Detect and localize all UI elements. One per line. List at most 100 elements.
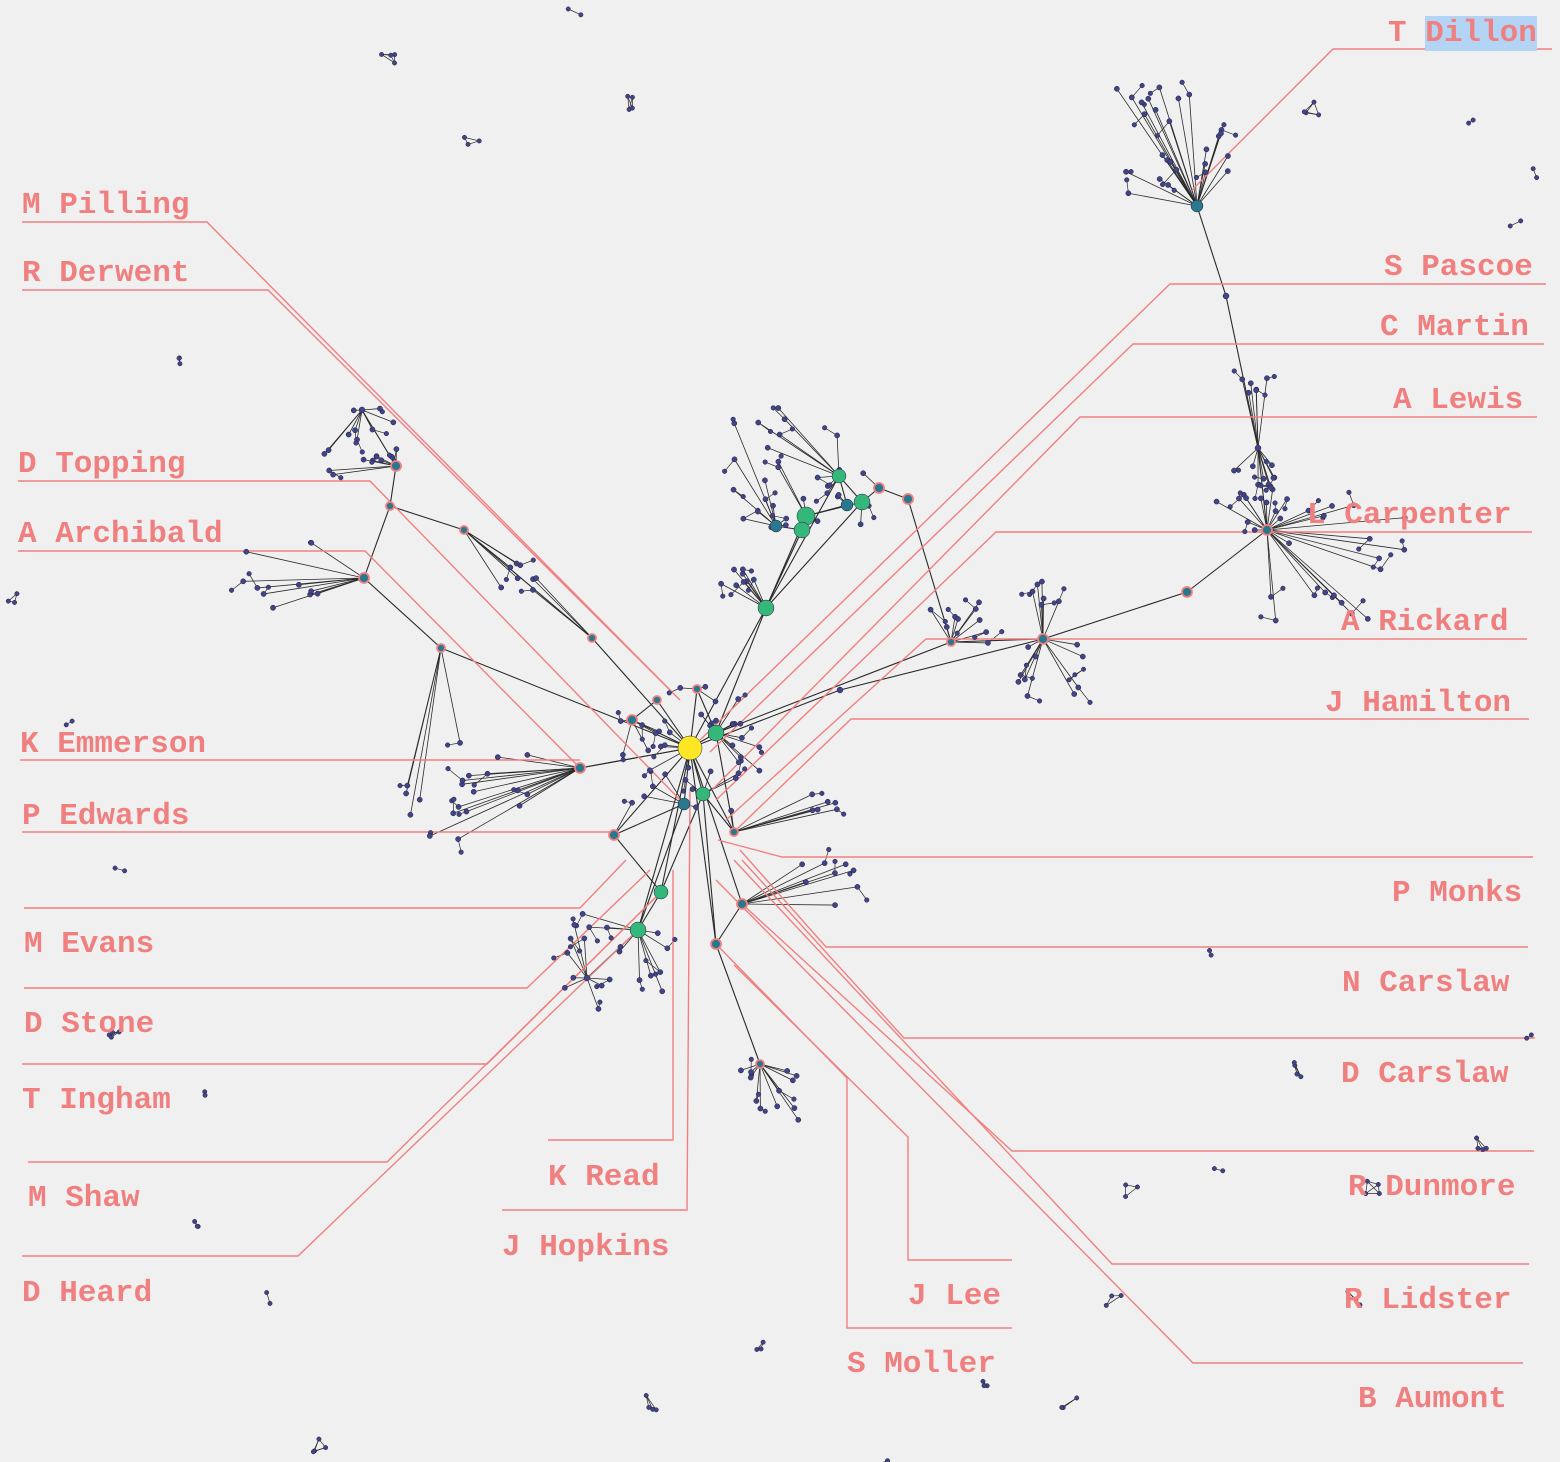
hub-node <box>853 493 871 511</box>
leaf-node <box>360 456 367 463</box>
leader-line <box>715 531 1532 801</box>
edge <box>637 929 663 992</box>
author-label-r-dunmore[interactable]: R Dunmore <box>1348 1170 1516 1205</box>
hub-node <box>902 493 914 505</box>
leaf-node <box>1253 387 1259 394</box>
leaf-node <box>597 999 603 1005</box>
hub-node <box>831 468 847 484</box>
leaf-node <box>1272 500 1278 506</box>
edge <box>1266 529 1369 620</box>
edge <box>1027 638 1044 697</box>
leader-line <box>24 869 651 989</box>
edge <box>1238 498 1268 531</box>
leaf-node <box>1263 487 1269 493</box>
leaf-node <box>745 587 751 593</box>
author-label-d-topping[interactable]: D Topping <box>18 447 186 482</box>
leaf-node <box>713 717 719 724</box>
author-label-a-archibald[interactable]: A Archibald <box>18 517 223 552</box>
author-label-p-edwards[interactable]: P Edwards <box>22 799 190 834</box>
author-label-d-stone[interactable]: D Stone <box>24 1007 155 1042</box>
leaf-node <box>733 582 740 589</box>
author-label-s-moller[interactable]: S Moller <box>847 1347 996 1382</box>
leaf-node <box>404 782 411 789</box>
author-label-r-lidster[interactable]: R Lidster <box>1344 1283 1512 1318</box>
leaf-node <box>735 770 742 777</box>
leaf-node <box>871 515 877 521</box>
author-label-k-read[interactable]: K Read <box>548 1160 660 1195</box>
leaf-node <box>1348 610 1355 617</box>
author-label-a-rickard[interactable]: A Rickard <box>1341 605 1509 640</box>
hub-node <box>677 735 703 761</box>
leaf-node <box>466 772 472 779</box>
hub-node <box>695 786 711 802</box>
leaf-node <box>826 846 832 853</box>
author-label-j-hamilton[interactable]: J Hamilton <box>1325 686 1512 721</box>
leaf-node <box>999 629 1005 635</box>
edge <box>1042 591 1188 640</box>
author-label-d-heard[interactable]: D Heard <box>22 1276 153 1311</box>
edge <box>419 647 442 800</box>
edge <box>348 409 363 435</box>
leaf-node <box>1262 392 1268 398</box>
edge <box>462 767 581 781</box>
isolated-node <box>1518 218 1524 224</box>
author-label-l-carpenter[interactable]: L Carpenter <box>1307 498 1512 533</box>
leaf-node <box>1193 174 1199 180</box>
edge <box>1042 638 1079 688</box>
author-label-t-ingham[interactable]: T Ingham <box>22 1083 171 1118</box>
leaf-node <box>314 590 321 597</box>
leaf-node <box>1227 504 1233 510</box>
hub-node <box>629 921 647 939</box>
isolated-node <box>388 52 394 58</box>
author-label-n-carslaw[interactable]: N Carslaw <box>1342 966 1510 1001</box>
isolated-node <box>12 599 17 605</box>
author-label-m-shaw[interactable]: M Shaw <box>28 1181 140 1216</box>
hub-node <box>836 686 844 694</box>
edge <box>1266 505 1333 531</box>
edge <box>591 637 691 749</box>
edge <box>1255 390 1259 449</box>
edge <box>613 834 662 893</box>
edge <box>759 1063 794 1081</box>
author-label-k-emmerson[interactable]: K Emmerson <box>20 727 207 762</box>
author-label-m-evans[interactable]: M Evans <box>24 927 155 962</box>
author-label-a-lewis[interactable]: A Lewis <box>1393 383 1524 418</box>
leader-line <box>741 859 1535 1039</box>
author-label-s-pascoe[interactable]: S Pascoe <box>1384 250 1533 285</box>
leaf-node <box>650 743 656 750</box>
leaf-node <box>1282 506 1288 512</box>
author-label-m-pilling[interactable]: M Pilling <box>22 188 190 223</box>
isolated-node <box>1208 952 1214 958</box>
leaf-node <box>1311 592 1318 599</box>
leaf-node <box>832 799 839 806</box>
author-label-d-carslaw[interactable]: D Carslaw <box>1341 1057 1509 1092</box>
leaf-node <box>778 453 784 459</box>
leaf-node <box>814 518 821 524</box>
edge <box>458 767 581 808</box>
author-label-r-derwent[interactable]: R Derwent <box>22 256 190 291</box>
edge <box>527 767 581 795</box>
edge <box>1125 171 1198 207</box>
edge <box>950 631 987 643</box>
edge <box>473 773 488 786</box>
leaf-node <box>463 808 470 815</box>
author-label-b-aumont[interactable]: B Aumont <box>1358 1382 1507 1417</box>
author-label-t-dillon[interactable]: T Dillon <box>1388 16 1537 52</box>
leaf-node <box>570 916 576 922</box>
edge <box>660 747 691 893</box>
author-label-j-lee[interactable]: J Lee <box>908 1279 1002 1314</box>
edge <box>644 795 685 805</box>
edge <box>463 529 502 588</box>
author-label-c-martin[interactable]: C Martin <box>1380 310 1529 345</box>
isolated-node <box>1364 1178 1370 1184</box>
leaf-node <box>641 793 648 800</box>
hub-node <box>1181 586 1193 598</box>
edge <box>1266 517 1405 531</box>
author-label-p-monks[interactable]: P Monks <box>1392 876 1523 911</box>
leaf-node <box>1128 94 1135 101</box>
leaf-node <box>1263 499 1270 506</box>
edge <box>517 767 581 791</box>
author-label-j-hopkins[interactable]: J Hopkins <box>502 1230 670 1265</box>
leaf-node <box>1338 599 1345 606</box>
leaf-node <box>1399 538 1405 544</box>
